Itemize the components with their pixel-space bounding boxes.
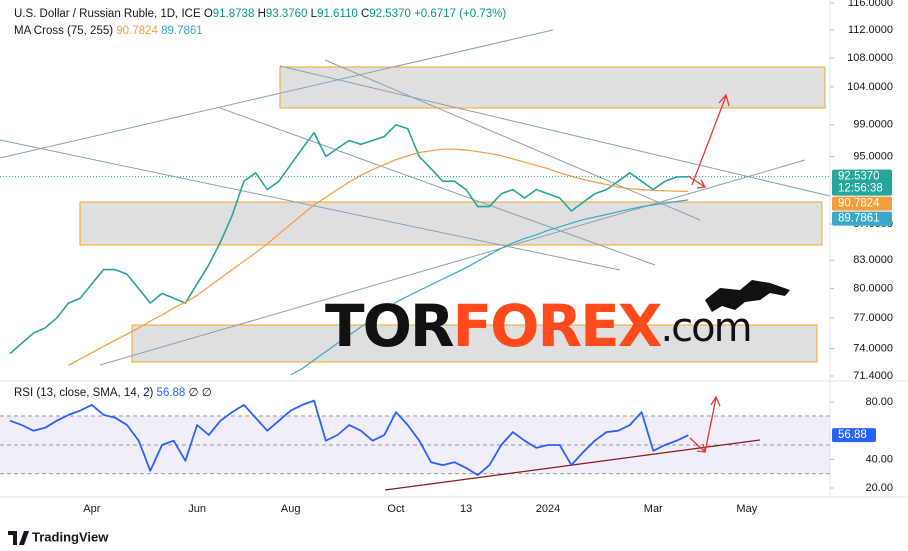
symbol-header: U.S. Dollar / Russian Ruble, 1D, ICE O91… — [14, 8, 506, 20]
last-price-label: 92.5370 — [838, 171, 880, 183]
ma-value-label: 89.7861 — [838, 213, 880, 225]
ohlc-label: H — [258, 8, 266, 20]
watermark-part: FOREX — [453, 292, 662, 360]
ma-value-box — [832, 196, 892, 211]
y-tick-label: 83.0000 — [853, 254, 893, 266]
x-tick-label: Mar — [644, 503, 663, 515]
countdown-label: 12:56:38 — [838, 183, 883, 195]
x-tick-label: 2024 — [536, 503, 560, 515]
rsi-value: 56.88 — [157, 387, 186, 399]
plot-layer: 116.0000 112.0000 108.0000 104.0000 99.0000 9… — [0, 0, 893, 515]
trend-line — [99, 159, 806, 366]
y-tick-label: 95.0000 — [853, 150, 893, 162]
series-line — [9, 399, 689, 476]
y-tick-label: 108.0000 — [847, 52, 893, 64]
x-tick-label: Oct — [387, 503, 404, 515]
watermark-part: TOR — [325, 292, 454, 360]
x-tick-label: Jun — [188, 503, 206, 515]
indicator-value: 89.7861 — [161, 25, 203, 37]
rsi-value-box — [832, 428, 876, 443]
rsi-value-label: 56.88 — [838, 429, 867, 441]
trend-line — [219, 107, 656, 266]
y-tick-label: 20.00 — [865, 482, 893, 494]
ohlc-value: 91.6110 — [317, 8, 358, 20]
series-line — [9, 124, 689, 355]
y-tick-label: 74.0000 — [853, 342, 893, 354]
ohlc-label: C — [361, 8, 369, 20]
y-tick-label: 116.0000 — [848, 0, 893, 9]
price-change: +0.6717 (+0.73%) — [414, 8, 506, 20]
forecast-arrow — [687, 175, 707, 189]
y-tick-label: 104.0000 — [847, 81, 893, 93]
rsi-arrow — [704, 395, 721, 453]
ma-value-box — [832, 211, 892, 226]
forecast-arrow — [691, 93, 730, 186]
y-tick-label: 80.0000 — [853, 282, 893, 294]
rsi-header: RSI (13, close, SMA, 14, 2) 56.88 ∅ ∅ — [14, 387, 212, 399]
ohlc-value: 93.3760 — [266, 8, 308, 20]
indicator-title: MA Cross (75, 255) — [14, 25, 113, 37]
ohlc-label: O — [204, 8, 213, 20]
ohlc-value: 92.5370 — [369, 8, 411, 20]
ma-value-label: 90.7824 — [838, 198, 880, 210]
support-zone — [131, 324, 818, 363]
trend-line — [0, 29, 554, 159]
watermark-part: .com — [660, 305, 750, 351]
support-zone — [79, 201, 823, 246]
indicator-value: 90.7824 — [116, 25, 158, 37]
watermark-bull — [705, 280, 790, 312]
y-tick-label: 40.00 — [865, 453, 893, 465]
ohlc-label: L — [311, 8, 318, 20]
symbol-title: U.S. Dollar / Russian Ruble, 1D, ICE — [14, 8, 201, 20]
trend-line — [279, 65, 831, 197]
y-tick-label: 80.00 — [865, 396, 893, 408]
indicator-header: MA Cross (75, 255) 90.7824 89.7861 — [14, 25, 203, 37]
last-price-box — [832, 169, 892, 196]
rsi-arrow — [689, 437, 706, 453]
rsi-flags: ∅ ∅ — [189, 387, 212, 399]
y-tick-label: 77.0000 — [853, 312, 893, 324]
series-line — [290, 199, 689, 376]
x-tick-label: Aug — [281, 503, 301, 515]
x-tick-label: 13 — [460, 503, 472, 515]
watermark: TORFOREX.com — [325, 292, 751, 360]
footer-brand: TradingView — [32, 529, 109, 544]
rsi-title: RSI (13, close, SMA, 14, 2) — [14, 387, 154, 399]
y-tick-label: 71.4000 — [853, 370, 893, 382]
series-line — [68, 148, 689, 366]
ohlc-value: 91.8738 — [213, 8, 255, 20]
y-tick-label: 112.0000 — [848, 24, 893, 36]
x-tick-label: May — [736, 503, 757, 515]
trend-line — [324, 59, 701, 221]
y-tick-label: 99.0000 — [853, 119, 893, 131]
footer-logo — [8, 531, 29, 545]
trend-line — [0, 139, 621, 271]
resistance-zone — [279, 66, 826, 109]
x-tick-label: Apr — [83, 503, 100, 515]
